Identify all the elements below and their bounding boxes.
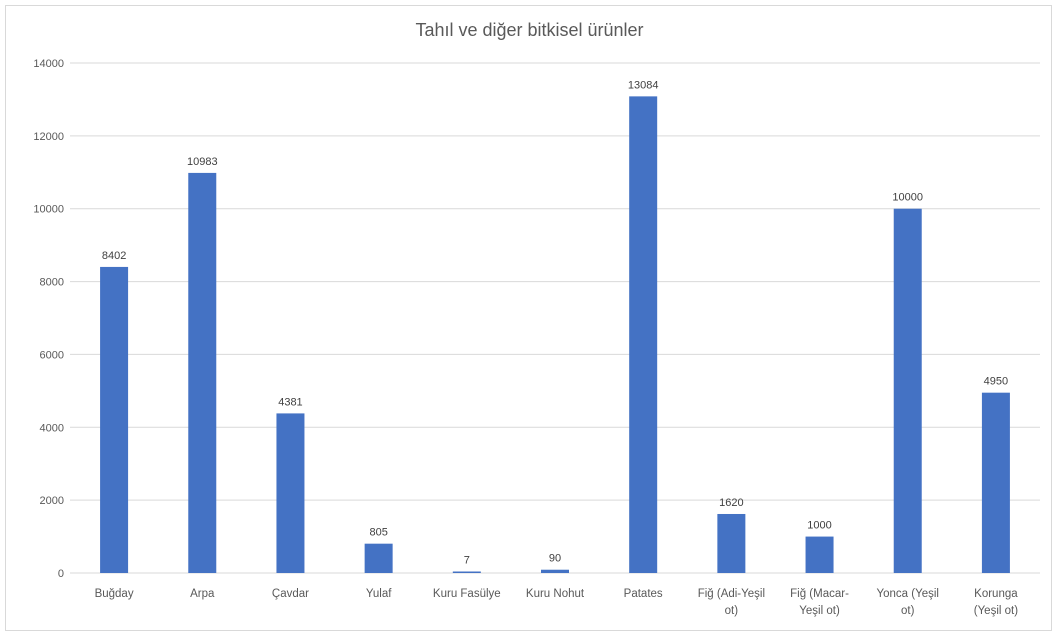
data-labels: 8402 10983 4381 805 7 90 13084 1620 1000 10000 495… bbox=[102, 79, 1008, 566]
y-tick-label: 10000 bbox=[33, 204, 64, 216]
bar bbox=[541, 569, 569, 573]
x-axis-categories: Buğday Arpa Çavdar Yulaf Kuru Fasülye Kuru No… bbox=[95, 588, 1019, 617]
category-label: Kuru Nohut bbox=[526, 588, 585, 600]
chart-frame: Tahıl ve diğer bitkisel ürünler 0 2000 400… bbox=[5, 5, 1052, 631]
category-label: Fiğ (Adi-Yeşil ot) bbox=[698, 588, 765, 617]
category-label: Çavdar bbox=[272, 588, 309, 600]
y-tick-label: 14000 bbox=[33, 58, 64, 70]
data-label: 13084 bbox=[628, 79, 659, 91]
bar bbox=[364, 543, 393, 573]
data-label: 4950 bbox=[984, 376, 1008, 388]
bar bbox=[893, 208, 922, 573]
data-label: 90 bbox=[549, 553, 561, 565]
chart-title: Tahıl ve diğer bitkisel ürünler bbox=[415, 20, 644, 40]
category-label: Patates bbox=[624, 588, 663, 600]
category-label: Kuru Fasülye bbox=[433, 588, 501, 600]
y-axis-ticks: 0 2000 4000 6000 8000 10000 12000 14000 bbox=[33, 58, 64, 580]
bar bbox=[452, 571, 481, 573]
category-label: Arpa bbox=[190, 588, 215, 600]
data-label: 8402 bbox=[102, 250, 126, 262]
y-tick-label: 0 bbox=[58, 568, 64, 580]
bars bbox=[100, 96, 1010, 574]
bar bbox=[100, 266, 129, 573]
bar bbox=[188, 172, 217, 573]
y-tick-label: 4000 bbox=[40, 422, 64, 434]
bar bbox=[805, 536, 834, 573]
y-tick-label: 12000 bbox=[33, 131, 64, 143]
bar bbox=[629, 96, 658, 574]
data-label: 10000 bbox=[892, 192, 923, 204]
category-label: Fiğ (Macar-Yeşil ot) bbox=[790, 588, 849, 617]
data-label: 4381 bbox=[278, 396, 302, 408]
category-label: Yonca (Yeşil ot) bbox=[877, 588, 939, 617]
bar-chart: 0 2000 4000 6000 8000 10000 12000 14000 8402 109… bbox=[33, 58, 1040, 617]
category-label: Buğday bbox=[95, 588, 134, 600]
bar bbox=[717, 513, 746, 573]
category-label: Yulaf bbox=[366, 588, 392, 600]
y-tick-label: 2000 bbox=[40, 495, 64, 507]
y-tick-label: 6000 bbox=[40, 349, 64, 361]
data-label: 1620 bbox=[719, 497, 743, 509]
data-label: 7 bbox=[464, 555, 470, 567]
y-tick-label: 8000 bbox=[40, 277, 64, 289]
bar bbox=[276, 413, 305, 573]
bar bbox=[981, 392, 1010, 573]
data-label: 10983 bbox=[187, 156, 218, 168]
data-label: 1000 bbox=[807, 520, 831, 532]
data-label: 805 bbox=[369, 527, 387, 539]
category-label: Korunga (Yeşil ot) bbox=[974, 588, 1019, 617]
